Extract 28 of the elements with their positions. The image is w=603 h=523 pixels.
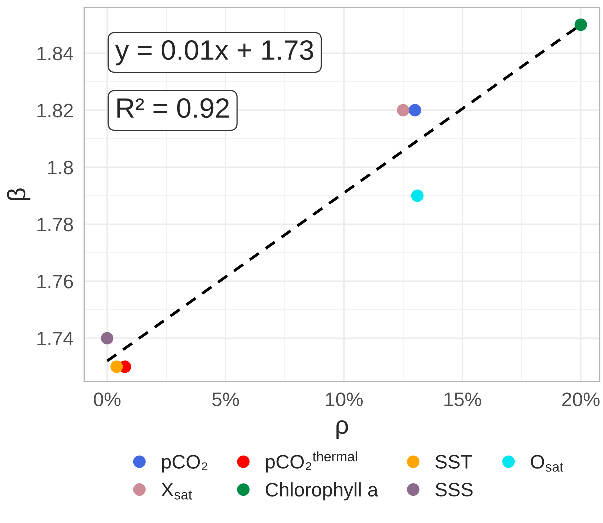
- x-tick-label: 10%: [326, 392, 363, 406]
- legend-label: Chlorophyll a: [266, 482, 378, 501]
- point: [110, 360, 124, 374]
- y-tick-label: 1.84: [38, 46, 74, 61]
- legend-label: O$_{sat}$: [531, 455, 564, 472]
- x-tick-label: 15%: [444, 392, 482, 406]
- point: [409, 104, 422, 117]
- annotation: R² = 0.92: [118, 98, 229, 118]
- point: [411, 190, 424, 202]
- legend-label: X$_{sat}$: [162, 483, 192, 500]
- legend-label: pCO₂$^{thermal}$: [266, 452, 358, 473]
- x-axis-title: ρ: [336, 420, 348, 440]
- legend-label: SSS: [436, 483, 473, 497]
- annotation: y = 0.01x + 1.73: [115, 40, 314, 66]
- x-tick-label: 20%: [562, 392, 600, 406]
- x-tick-label: 5%: [212, 392, 240, 406]
- point: [574, 18, 588, 32]
- y-tick-label: 1.82: [38, 104, 74, 118]
- y-tick-label: 1.78: [38, 218, 74, 232]
- point: [397, 104, 410, 117]
- y-tick-label: 1.8: [48, 160, 74, 175]
- legend-label: SST: [436, 455, 472, 469]
- x-tick-label: 0%: [94, 392, 121, 406]
- y-tick-label: 1.74: [38, 332, 74, 346]
- y-tick-label: 1.76: [38, 274, 74, 289]
- y-axis-title: β: [7, 188, 31, 200]
- point: [101, 332, 114, 345]
- legend-label: pCO₂: [162, 455, 208, 473]
